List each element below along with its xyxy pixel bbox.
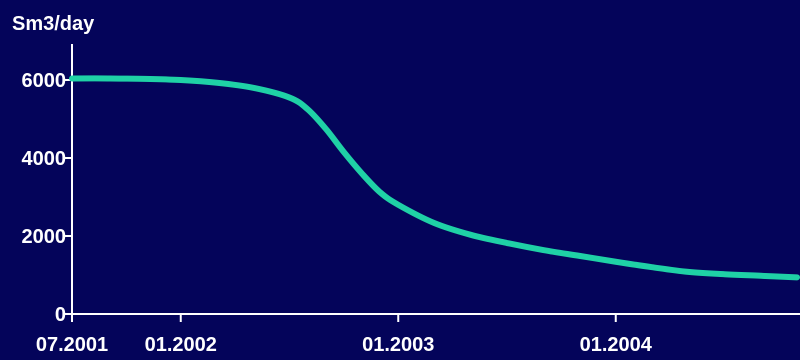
y-tick-label: 0 bbox=[55, 304, 66, 326]
x-tick-label: 01.2004 bbox=[580, 334, 653, 356]
series-line bbox=[69, 75, 800, 281]
y-axis-label: Sm3/day bbox=[12, 13, 95, 35]
y-tick-label: 4000 bbox=[22, 148, 67, 170]
y-tick-label: 6000 bbox=[22, 70, 67, 92]
x-tick-label: 01.2003 bbox=[362, 334, 434, 356]
y-tick-label: 2000 bbox=[22, 226, 67, 248]
x-tick-label: 01.2002 bbox=[145, 334, 217, 356]
x-tick-label: 07.2001 bbox=[36, 334, 108, 356]
